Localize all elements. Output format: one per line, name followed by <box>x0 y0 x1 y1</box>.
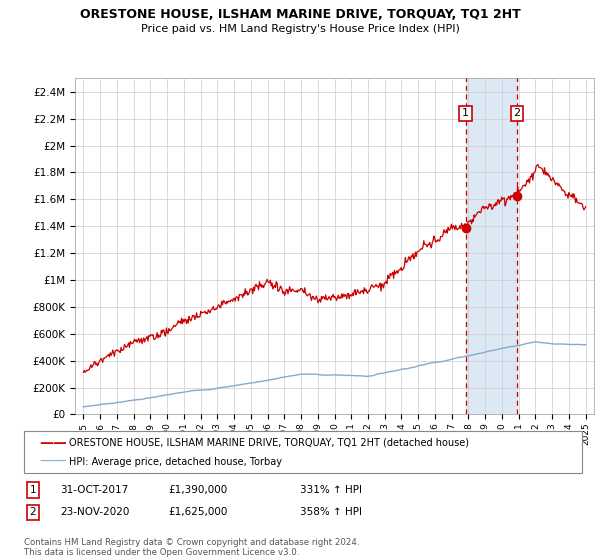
Text: 358% ↑ HPI: 358% ↑ HPI <box>300 507 362 517</box>
Text: ——: —— <box>39 436 67 450</box>
Text: £1,390,000: £1,390,000 <box>168 485 227 495</box>
Text: ——: —— <box>39 455 67 469</box>
Text: 2: 2 <box>514 108 521 118</box>
Text: ORESTONE HOUSE, ILSHAM MARINE DRIVE, TORQUAY, TQ1 2HT (detached house): ORESTONE HOUSE, ILSHAM MARINE DRIVE, TOR… <box>69 437 469 447</box>
Text: Price paid vs. HM Land Registry's House Price Index (HPI): Price paid vs. HM Land Registry's House … <box>140 24 460 34</box>
Text: £1,625,000: £1,625,000 <box>168 507 227 517</box>
Text: ORESTONE HOUSE, ILSHAM MARINE DRIVE, TORQUAY, TQ1 2HT: ORESTONE HOUSE, ILSHAM MARINE DRIVE, TOR… <box>80 8 520 21</box>
Text: HPI: Average price, detached house, Torbay: HPI: Average price, detached house, Torb… <box>69 457 282 467</box>
Text: 2: 2 <box>29 507 37 517</box>
Bar <box>466 78 517 414</box>
Text: Contains HM Land Registry data © Crown copyright and database right 2024.
This d: Contains HM Land Registry data © Crown c… <box>24 538 359 557</box>
Text: 1: 1 <box>462 108 469 118</box>
Text: 331% ↑ HPI: 331% ↑ HPI <box>300 485 362 495</box>
Text: 31-OCT-2017: 31-OCT-2017 <box>60 485 128 495</box>
Text: 23-NOV-2020: 23-NOV-2020 <box>60 507 130 517</box>
Text: 1: 1 <box>29 485 37 495</box>
